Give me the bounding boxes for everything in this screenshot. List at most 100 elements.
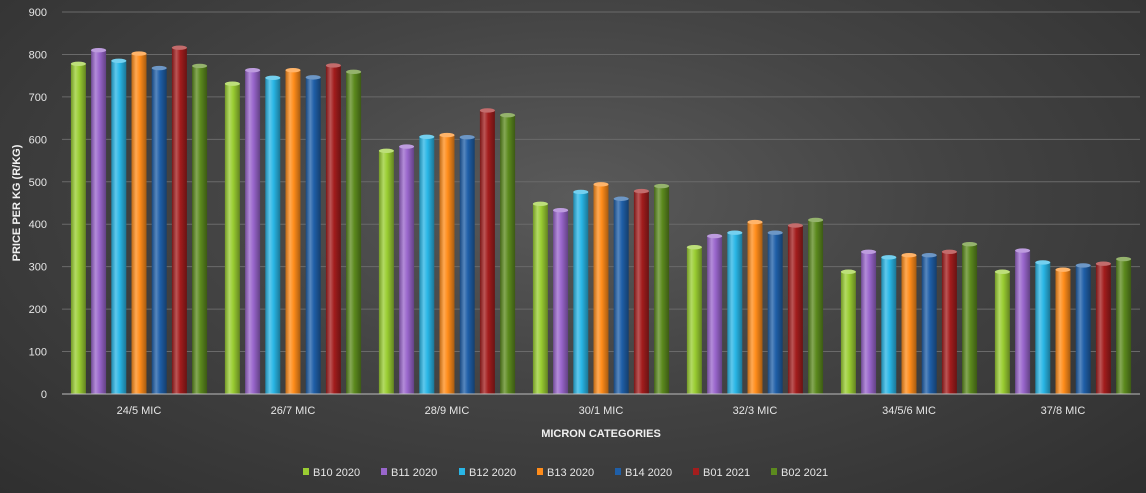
bar-cap	[1095, 261, 1111, 266]
bar-cap	[325, 63, 341, 68]
legend-label: B12 2020	[469, 467, 516, 479]
legend-label: B11 2020	[391, 467, 437, 479]
bar-b11-2020	[245, 70, 261, 394]
bar-cap	[500, 112, 516, 118]
bar-cap	[1116, 256, 1132, 262]
bar-cap	[861, 249, 877, 255]
bar-b11-2020	[553, 210, 569, 394]
bar-cap	[1035, 260, 1051, 265]
bar-b10-2020	[224, 83, 240, 394]
bar-b02-2021	[1116, 259, 1132, 394]
bar-cap	[727, 230, 743, 235]
bar-b02-2021	[962, 244, 978, 394]
legend-label: B13 2020	[547, 467, 594, 479]
bar-b14-2020	[1075, 265, 1091, 394]
y-tick-label: 400	[29, 219, 47, 231]
bar-b14-2020	[613, 198, 629, 394]
bar-cap	[707, 233, 723, 239]
bar-cap	[111, 58, 127, 64]
x-axis-ticks: 24/5 MIC 26/7 MIC 28/9 MIC 30/1 MIC 32/3 MIC…	[117, 405, 1086, 417]
bar-b10-2020	[378, 150, 394, 394]
gridlines	[62, 11, 1140, 353]
bar-cap	[787, 223, 803, 228]
bar-b12-2020	[111, 60, 127, 395]
x-tick-label: 37/8 MIC	[1041, 405, 1086, 417]
legend-label: B01 2021	[703, 467, 750, 479]
y-tick-label: 200	[29, 304, 47, 316]
x-tick-label: 24/5 MIC	[117, 405, 162, 417]
bar-b12-2020	[419, 136, 435, 394]
bar-b14-2020	[921, 255, 937, 394]
bar-cap	[479, 108, 495, 113]
bar-cap	[91, 48, 107, 53]
bar-b10-2020	[686, 247, 702, 394]
bar-b11-2020	[861, 251, 877, 394]
bar-cap	[439, 132, 455, 138]
x-tick-label: 30/1 MIC	[579, 405, 624, 417]
bar-b12-2020	[265, 77, 281, 395]
bar-b01-2021	[941, 251, 957, 394]
x-tick-label: 28/9 MIC	[425, 405, 470, 417]
bar-cap	[747, 219, 763, 225]
bar-b11-2020	[91, 50, 107, 394]
x-tick-label: 32/3 MIC	[733, 405, 778, 417]
bar-cap	[532, 201, 548, 207]
legend-label: B14 2020	[625, 467, 672, 479]
bar-b12-2020	[881, 257, 897, 394]
bar-cap	[573, 189, 589, 195]
legend-swatch	[693, 468, 699, 475]
bar-cap	[686, 244, 702, 250]
y-tick-label: 800	[29, 49, 47, 61]
bar-cap	[840, 269, 856, 274]
y-tick-label: 600	[29, 134, 47, 146]
bar-b01-2021	[1095, 263, 1111, 394]
bar-cap	[553, 208, 569, 213]
bar-cap	[941, 249, 957, 255]
bar-cap	[808, 217, 824, 223]
bar-cap	[192, 63, 208, 69]
legend: B10 2020 B11 2020 B12 2020 B13 2020 B14 2020…	[303, 467, 828, 479]
bar-b10-2020	[994, 271, 1010, 394]
bar-b02-2021	[346, 71, 362, 394]
y-tick-label: 100	[29, 347, 47, 359]
bar-b13-2020	[131, 53, 147, 395]
bar-cap	[305, 75, 321, 80]
bar-cap	[593, 182, 609, 187]
legend-label: B10 2020	[313, 467, 360, 479]
bar-b13-2020	[285, 70, 301, 394]
bar-cap	[654, 183, 670, 189]
x-tick-label: 26/7 MIC	[271, 405, 316, 417]
y-tick-label: 500	[29, 177, 47, 189]
bar-cap	[633, 188, 649, 194]
bar-b13-2020	[593, 184, 609, 394]
bar-b11-2020	[707, 236, 723, 394]
bar-cap	[399, 144, 415, 149]
y-axis-title: PRICE PER KG (R/KG)	[11, 144, 23, 261]
bars	[70, 45, 1132, 395]
y-tick-label: 900	[29, 7, 47, 19]
bar-cap	[224, 81, 240, 86]
bar-cap	[962, 241, 978, 247]
bar-b01-2021	[171, 47, 187, 395]
bar-b13-2020	[439, 135, 455, 395]
bar-b02-2021	[500, 115, 516, 394]
bar-cap	[1055, 267, 1071, 272]
bar-cap	[70, 61, 86, 66]
bar-b13-2020	[1055, 269, 1071, 394]
bar-cap	[131, 51, 147, 56]
bar-b01-2021	[479, 110, 495, 395]
bar-b01-2021	[787, 225, 803, 394]
bar-b14-2020	[459, 137, 475, 394]
legend-label: B02 2021	[781, 467, 828, 479]
bar-cap	[285, 67, 301, 73]
bar-cap	[245, 67, 261, 73]
bar-cap	[994, 269, 1010, 274]
bar-b02-2021	[808, 219, 824, 394]
bar-b11-2020	[1015, 250, 1031, 394]
bar-cap	[881, 255, 897, 260]
bar-cap	[921, 253, 937, 258]
bar-b12-2020	[727, 232, 743, 394]
legend-swatch	[537, 468, 543, 475]
bar-b13-2020	[901, 255, 917, 394]
